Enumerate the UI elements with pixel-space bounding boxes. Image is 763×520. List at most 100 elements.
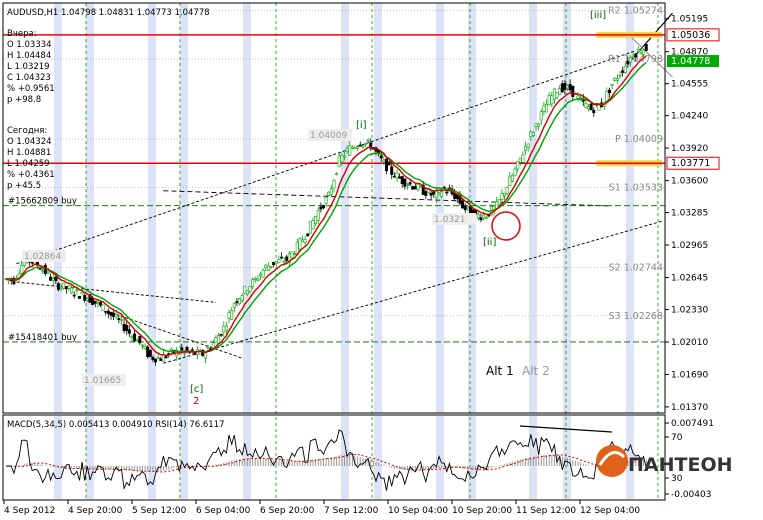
candle-body: [156, 357, 160, 359]
candle-body: [219, 333, 223, 336]
y-axis: 1.05195 1.04870 1.04555 1.04240 1.03920 1.036…: [665, 15, 708, 413]
candle-body: [358, 144, 362, 147]
macd-histogram: [8, 454, 647, 472]
alt-label: Alt 1: [486, 364, 514, 378]
session-band: [54, 3, 62, 413]
session-band-indicator: [148, 416, 156, 499]
candle-body: [421, 184, 425, 195]
candle-body: [72, 294, 76, 297]
candle-body: [253, 278, 257, 280]
x-tick-label: 10 Sep 20:00: [452, 506, 512, 516]
pivot-label: S3 1.02268: [609, 311, 663, 322]
resistance-price-label: 1.03771: [671, 158, 710, 169]
session-band: [626, 3, 634, 413]
candle-body: [369, 142, 373, 149]
y-tick-label: 1.05195: [671, 15, 708, 25]
candle-body: [382, 159, 386, 162]
candle-body: [230, 310, 234, 320]
candle-body: [550, 95, 554, 105]
candle-body: [440, 191, 444, 197]
session-band: [148, 3, 156, 413]
candle-body: [308, 221, 312, 234]
candle-body: [306, 233, 310, 237]
candle-body: [75, 289, 79, 292]
current-price-label: 1.04778: [671, 56, 710, 67]
candle-body: [642, 49, 646, 55]
candle-body: [576, 95, 580, 99]
candle-body: [101, 304, 105, 311]
session-band: [436, 3, 444, 413]
candle-body: [112, 312, 116, 317]
candle-body: [285, 256, 289, 261]
candle-body: [345, 148, 349, 152]
y-tick-label: 1.02010: [671, 338, 708, 348]
panel-title: Сегодня:: [7, 126, 47, 136]
candle-body: [342, 155, 346, 158]
panel-line: L 1.04259: [7, 159, 50, 169]
gray-price-tag: 1.0321: [434, 215, 466, 225]
candle-body: [395, 173, 399, 179]
gray-price-tag-bg: [432, 213, 476, 225]
candle-body: [335, 173, 339, 176]
candle-body: [560, 83, 564, 93]
candle-body: [41, 269, 45, 272]
panel-line: O 1.03334: [7, 40, 52, 50]
candle-body: [119, 318, 123, 321]
candle-body: [261, 269, 265, 278]
candle-body: [117, 318, 121, 320]
candle-body: [516, 161, 520, 170]
candle-body: [539, 111, 543, 121]
candle-body: [503, 192, 507, 196]
candle-body: [505, 186, 509, 194]
indicator-tick-label: -0.00403: [671, 490, 711, 500]
candle-body: [618, 74, 622, 77]
candle-body: [608, 89, 612, 94]
candle-body: [125, 325, 129, 332]
candle-body: [122, 323, 126, 331]
indicator-header: MACD(5,34,5) 0.005413 0.004910 RSI(14) 7…: [7, 420, 224, 430]
candle-body: [408, 182, 412, 185]
candle-body: [146, 346, 150, 357]
x-tick-label: 12 Sep 04:00: [580, 506, 640, 516]
candle-body: [466, 206, 470, 209]
candle-body: [592, 110, 596, 114]
ma-fast-line: [5, 55, 647, 357]
panel-line: C 1.04323: [7, 73, 51, 83]
candle-body: [282, 261, 286, 263]
candle-body: [521, 154, 525, 163]
candle-body: [558, 88, 562, 96]
candle-body: [324, 196, 328, 204]
candle-body: [159, 358, 163, 362]
candle-body: [508, 176, 512, 186]
candle-body: [222, 325, 226, 333]
candle-body: [605, 91, 609, 102]
session-band-indicator: [86, 416, 94, 499]
candle-body: [526, 143, 530, 148]
y-tick-label: 1.01690: [671, 370, 708, 380]
candle-body: [426, 189, 430, 193]
candle-body: [64, 286, 68, 290]
resistance-levels: 1.05036 1.03771 1.04778: [3, 28, 720, 170]
candle-body: [458, 194, 462, 204]
candle-body: [161, 354, 165, 362]
candle-body: [104, 311, 108, 313]
candle-body: [518, 157, 522, 163]
panel-line: H 1.04484: [7, 51, 51, 61]
candle-body: [384, 158, 388, 172]
resistance-price-box: [666, 156, 720, 170]
wave-label-c: [c]: [190, 384, 203, 395]
panel-line: H 1.04881: [7, 148, 51, 158]
indicator-frame: [2, 414, 666, 501]
candle-body: [432, 191, 436, 195]
y-tick-label: 1.02645: [671, 274, 708, 284]
resistance-price-label: 1.05036: [671, 30, 710, 41]
candle-body: [587, 106, 591, 110]
candle-body: [180, 347, 184, 351]
session-band: [563, 3, 571, 413]
x-tick-label: 6 Sep 20:00: [260, 506, 315, 516]
candle-body: [277, 259, 281, 263]
ma-slow-line: [5, 62, 647, 353]
session-band-indicator: [436, 416, 444, 499]
candle-body: [353, 147, 357, 149]
candle-body: [405, 184, 409, 187]
